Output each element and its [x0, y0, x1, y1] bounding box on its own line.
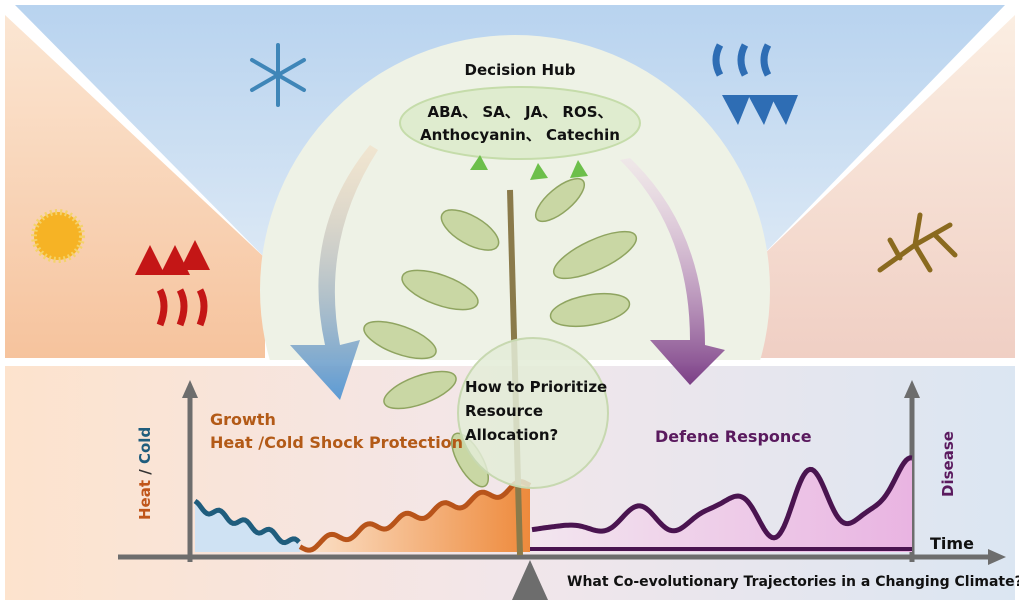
cold-wind-arrows — [712, 43, 798, 125]
question-line: Allocation? — [465, 426, 558, 444]
defense-label: Defene Responce — [655, 427, 812, 446]
caption: What Co-evolutionary Trajectories in a C… — [567, 574, 1019, 590]
allocation-arrow-right — [620, 158, 725, 385]
cold-word: Cold — [136, 427, 154, 464]
heat-cold-label: Heat / Cold — [136, 427, 154, 520]
disease-region — [760, 15, 1015, 358]
question-line: Resource — [465, 402, 543, 420]
question-line: How to Prioritize — [465, 378, 607, 396]
sun-icon — [31, 209, 85, 263]
defense-curve — [531, 455, 913, 541]
hub-molecules: ABA、 SA、 JA、 ROS、 — [427, 103, 612, 121]
protection-label: Heat /Cold Shock Protection — [210, 433, 463, 452]
question-bubble — [457, 337, 609, 489]
hub-circle — [260, 35, 770, 360]
signal-arrows — [470, 155, 588, 180]
heat-arrows — [135, 240, 210, 327]
heat-region — [5, 15, 265, 358]
hub-molecules: Anthocyanin、 Catechin — [420, 126, 620, 144]
growth-curve — [298, 479, 532, 553]
time-label: Time — [930, 534, 974, 553]
cold-curve — [193, 498, 301, 546]
slash: / — [136, 469, 154, 475]
pathogen-icon — [877, 212, 958, 273]
hub-ellipse — [399, 86, 641, 160]
disease-label: Disease — [939, 431, 957, 497]
allocation-arrow-left — [290, 145, 378, 400]
snowflake-icon — [250, 43, 306, 107]
growth-label: Growth — [210, 410, 276, 429]
heat-word: Heat — [136, 480, 154, 520]
hub-title: Decision Hub — [465, 61, 576, 79]
